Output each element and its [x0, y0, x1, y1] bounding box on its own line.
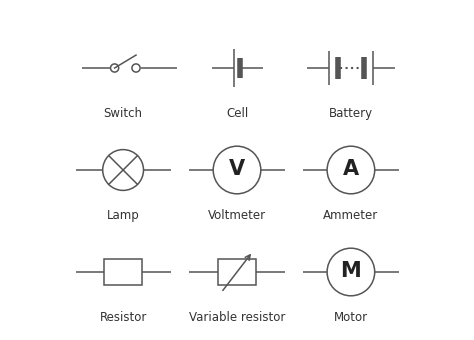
Text: A: A — [343, 159, 359, 178]
Text: Switch: Switch — [104, 107, 143, 120]
Bar — [219, 259, 255, 285]
Text: Variable resistor: Variable resistor — [189, 311, 285, 324]
Text: Cell: Cell — [226, 107, 248, 120]
Text: Resistor: Resistor — [100, 311, 147, 324]
Text: M: M — [340, 261, 361, 280]
Text: Motor: Motor — [334, 311, 368, 324]
Text: Lamp: Lamp — [107, 209, 139, 222]
Bar — [104, 259, 142, 285]
Text: Voltmeter: Voltmeter — [208, 209, 266, 222]
Text: Battery: Battery — [329, 107, 373, 120]
Text: Ammeter: Ammeter — [323, 209, 379, 222]
Text: V: V — [229, 159, 245, 178]
